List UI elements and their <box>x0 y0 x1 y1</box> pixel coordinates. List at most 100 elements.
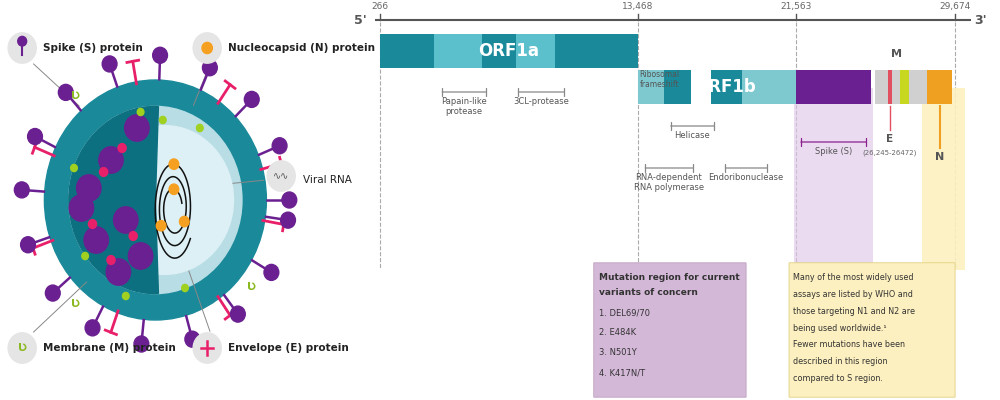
Bar <box>516 34 555 68</box>
Circle shape <box>169 184 179 194</box>
Circle shape <box>107 256 115 264</box>
Text: 3': 3' <box>975 14 987 26</box>
Circle shape <box>8 333 36 363</box>
Text: ∿∿: ∿∿ <box>273 171 289 181</box>
Bar <box>380 34 638 68</box>
Text: 5': 5' <box>354 14 367 26</box>
Text: Spike (S) protein: Spike (S) protein <box>43 43 142 53</box>
Circle shape <box>182 284 188 292</box>
Circle shape <box>202 42 212 54</box>
Circle shape <box>8 33 36 63</box>
Circle shape <box>128 243 153 269</box>
Circle shape <box>106 259 131 285</box>
Text: 3. N501Y: 3. N501Y <box>599 348 636 357</box>
Circle shape <box>156 220 166 231</box>
Circle shape <box>202 60 217 76</box>
Circle shape <box>71 164 77 172</box>
Circle shape <box>82 252 88 260</box>
Text: those targeting N1 and N2 are: those targeting N1 and N2 are <box>793 307 915 316</box>
Text: Mutation region for current: Mutation region for current <box>599 273 739 282</box>
Text: compared to S region.: compared to S region. <box>793 374 883 383</box>
Text: M: M <box>891 49 902 59</box>
Circle shape <box>99 147 123 173</box>
Text: 13,468: 13,468 <box>622 2 654 11</box>
Text: assays are listed by WHO and: assays are listed by WHO and <box>793 290 913 299</box>
Text: 21,563: 21,563 <box>780 2 812 11</box>
Text: Fewer mutations have been: Fewer mutations have been <box>793 340 905 350</box>
Text: 266: 266 <box>372 2 389 11</box>
Circle shape <box>193 333 221 363</box>
Circle shape <box>14 182 29 198</box>
Text: Ʋ: Ʋ <box>71 92 80 102</box>
Bar <box>927 70 952 104</box>
Text: ORF1a: ORF1a <box>479 42 540 60</box>
Text: Membrane (M) protein: Membrane (M) protein <box>43 343 175 353</box>
Circle shape <box>102 56 117 72</box>
Circle shape <box>122 292 129 300</box>
Text: described in this region: described in this region <box>793 357 887 366</box>
Text: 2. E484K: 2. E484K <box>599 328 636 337</box>
Text: Ribosomal
frameshift: Ribosomal frameshift <box>640 70 680 89</box>
Text: Ʋ: Ʋ <box>247 282 256 292</box>
Circle shape <box>84 227 108 253</box>
Text: Envelope (E) protein: Envelope (E) protein <box>228 343 348 353</box>
Text: N: N <box>935 152 944 162</box>
FancyBboxPatch shape <box>594 263 746 397</box>
Text: Many of the most widely used: Many of the most widely used <box>793 273 913 282</box>
Circle shape <box>21 237 35 253</box>
Text: 29,674: 29,674 <box>939 2 970 11</box>
Text: Papain-like
protease: Papain-like protease <box>441 97 487 116</box>
Text: Spike (S): Spike (S) <box>815 147 852 156</box>
Circle shape <box>169 159 179 169</box>
Circle shape <box>196 124 203 132</box>
Text: 1. DEL69/70: 1. DEL69/70 <box>599 308 650 317</box>
Bar <box>711 70 742 104</box>
Circle shape <box>69 106 242 294</box>
Circle shape <box>69 195 94 221</box>
Text: Nucleocapsid (N) protein: Nucleocapsid (N) protein <box>228 43 375 53</box>
Circle shape <box>100 168 108 176</box>
Circle shape <box>88 220 97 228</box>
Circle shape <box>125 115 149 141</box>
Circle shape <box>114 207 138 233</box>
Bar <box>900 70 909 104</box>
Circle shape <box>264 264 279 280</box>
Circle shape <box>230 306 245 322</box>
Circle shape <box>134 336 149 352</box>
Text: variants of concern: variants of concern <box>599 288 698 297</box>
Text: E: E <box>886 134 893 144</box>
Circle shape <box>272 138 287 154</box>
Circle shape <box>96 126 233 274</box>
Text: Endoribonuclease: Endoribonuclease <box>708 173 784 182</box>
Circle shape <box>18 36 27 46</box>
Circle shape <box>85 320 100 336</box>
Text: Viral RNA: Viral RNA <box>303 175 352 185</box>
Text: 4. K417N/T: 4. K417N/T <box>599 368 645 377</box>
Bar <box>664 70 691 104</box>
Wedge shape <box>69 106 158 294</box>
Bar <box>875 70 934 104</box>
Text: being used worldwide.¹: being used worldwide.¹ <box>793 324 887 333</box>
Bar <box>922 88 965 270</box>
Circle shape <box>118 144 126 152</box>
Text: Ʋ: Ʋ <box>71 298 80 308</box>
Text: ORF1b: ORF1b <box>694 78 756 96</box>
Circle shape <box>58 84 73 100</box>
Circle shape <box>44 80 266 320</box>
Text: 3CL-protease: 3CL-protease <box>513 97 569 106</box>
Circle shape <box>179 216 189 227</box>
Circle shape <box>282 192 297 208</box>
Circle shape <box>137 108 144 116</box>
Bar <box>794 88 873 270</box>
Bar <box>691 70 711 104</box>
Circle shape <box>185 331 200 347</box>
Bar <box>796 70 871 104</box>
Circle shape <box>45 285 60 301</box>
Bar <box>434 34 482 68</box>
Circle shape <box>244 92 259 108</box>
Circle shape <box>159 116 166 124</box>
Circle shape <box>129 232 137 240</box>
Text: Ʋ: Ʋ <box>18 343 27 353</box>
Text: RNA-dependent
RNA polymerase: RNA-dependent RNA polymerase <box>634 173 704 192</box>
Bar <box>638 70 796 104</box>
